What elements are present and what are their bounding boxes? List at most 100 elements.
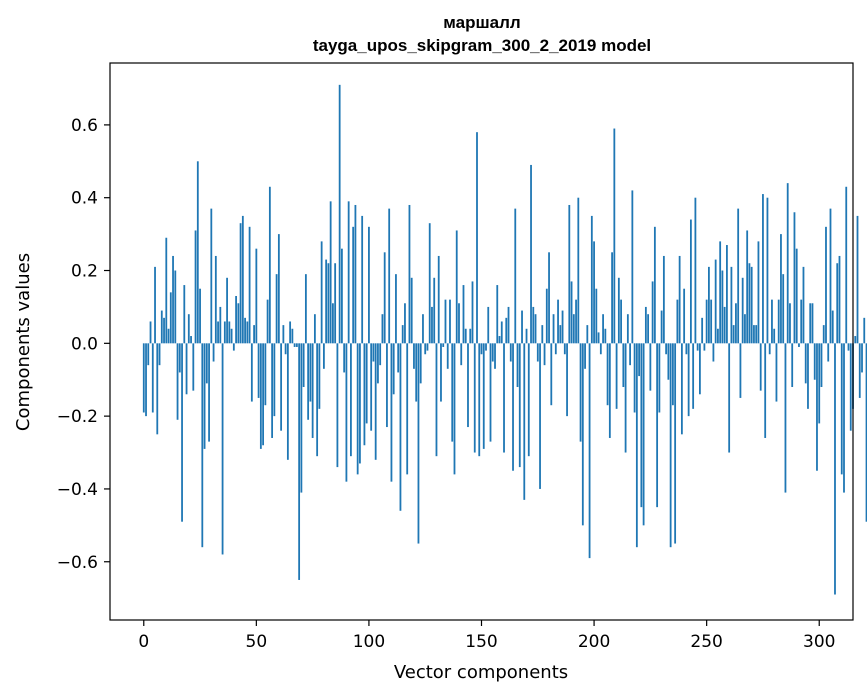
bar-46 <box>246 321 249 344</box>
bar-94 <box>354 204 357 344</box>
bar-183 <box>554 343 557 355</box>
bar-43 <box>239 223 242 344</box>
bar-303 <box>825 226 827 344</box>
bar-304 <box>827 343 830 362</box>
bar-110 <box>390 343 393 482</box>
bar-146 <box>471 281 474 344</box>
bar-106 <box>381 314 384 344</box>
bar-253 <box>712 343 715 362</box>
bar-245 <box>694 197 697 344</box>
bar-169 <box>523 343 526 500</box>
bar-243 <box>689 219 692 344</box>
bar-271 <box>753 325 755 344</box>
bar-117 <box>406 343 409 475</box>
bar-211 <box>617 277 620 344</box>
bar-11 <box>167 328 170 344</box>
bar-81 <box>325 259 328 344</box>
bar-209 <box>613 128 616 344</box>
bar-313 <box>847 343 850 351</box>
bar-231 <box>662 255 665 344</box>
bar-7 <box>158 343 161 366</box>
bar-0 <box>142 343 145 413</box>
bar-188 <box>566 343 568 417</box>
bar-174 <box>534 314 537 344</box>
bar-104 <box>377 343 379 384</box>
bar-17 <box>181 343 183 522</box>
bar-70 <box>300 343 303 493</box>
bar-134 <box>444 299 447 344</box>
bar-13 <box>172 255 174 344</box>
bar-16 <box>178 343 181 373</box>
bar-177 <box>541 325 544 344</box>
bar-6 <box>156 343 159 435</box>
bar-308 <box>836 263 839 344</box>
bar-225 <box>649 343 652 391</box>
bar-226 <box>651 281 654 344</box>
bar-131 <box>437 255 440 344</box>
bar-278 <box>768 343 771 355</box>
bar-50 <box>255 248 258 344</box>
bar-310 <box>840 343 843 475</box>
bar-40 <box>232 343 235 351</box>
bar-234 <box>669 343 672 548</box>
bar-62 <box>282 325 285 344</box>
bar-282 <box>777 299 780 344</box>
bar-224 <box>647 314 650 344</box>
bar-105 <box>379 343 382 366</box>
bar-290 <box>795 248 798 344</box>
bar-312 <box>845 186 848 344</box>
bar-57 <box>271 343 274 438</box>
bar-108 <box>386 343 388 428</box>
bar-124 <box>422 314 424 344</box>
bar-60 <box>277 234 280 344</box>
bar-36 <box>223 321 226 344</box>
bar-8 <box>160 310 163 344</box>
bar-44 <box>241 215 244 344</box>
bar-23 <box>194 230 197 344</box>
bar-41 <box>235 295 237 344</box>
bar-101 <box>370 343 373 431</box>
bar-261 <box>730 266 733 344</box>
bar-112 <box>395 274 397 344</box>
bar-318 <box>858 343 861 398</box>
bar-251 <box>708 266 710 344</box>
bar-91 <box>347 201 350 344</box>
bar-289 <box>793 212 796 344</box>
bar-279 <box>771 299 773 344</box>
bar-222 <box>642 343 645 526</box>
bar-59 <box>275 274 278 344</box>
bar-216 <box>629 343 632 366</box>
bar-161 <box>505 317 508 344</box>
bar-151 <box>482 343 485 449</box>
bar-10 <box>165 237 168 344</box>
bar-98 <box>363 343 366 446</box>
bar-252 <box>710 299 713 344</box>
bar-128 <box>431 306 433 344</box>
bar-78 <box>318 343 321 409</box>
bar-143 <box>464 328 467 344</box>
bar-69 <box>298 343 301 580</box>
bar-42 <box>237 303 240 344</box>
bar-28 <box>205 343 208 384</box>
bar-5 <box>154 266 156 344</box>
bar-237 <box>676 299 679 344</box>
chart-title: маршалл <box>443 13 520 32</box>
bar-223 <box>644 306 647 344</box>
bar-73 <box>307 343 310 420</box>
bar-24 <box>196 161 199 344</box>
chart-title-group: маршалл tayga_upos_skipgram_300_2_2019 m… <box>313 13 651 55</box>
bar-53 <box>262 343 265 446</box>
bar-155 <box>491 343 494 362</box>
bar-241 <box>685 343 688 355</box>
bar-280 <box>773 328 776 344</box>
bar-233 <box>667 343 670 380</box>
bar-166 <box>516 343 519 388</box>
bar-254 <box>714 259 717 344</box>
bar-64 <box>286 343 289 460</box>
bar-30 <box>210 208 213 344</box>
bar-114 <box>399 343 402 511</box>
bar-299 <box>816 343 818 471</box>
bar-274 <box>759 343 762 391</box>
bar-275 <box>762 194 764 344</box>
bar-247 <box>698 343 701 395</box>
